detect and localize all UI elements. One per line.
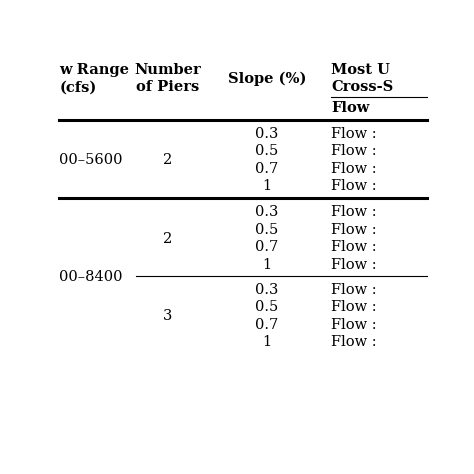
- Text: Flow :: Flow :: [331, 179, 377, 193]
- Text: Flow :: Flow :: [331, 240, 377, 255]
- Text: 0.5: 0.5: [255, 223, 278, 237]
- Text: 0.5: 0.5: [255, 144, 278, 158]
- Text: Flow :: Flow :: [331, 283, 377, 297]
- Text: Flow :: Flow :: [331, 335, 377, 349]
- Text: w Range: w Range: [59, 63, 129, 77]
- Text: 00–8400: 00–8400: [59, 270, 123, 284]
- Text: 0.3: 0.3: [255, 205, 279, 219]
- Text: Flow :: Flow :: [331, 318, 377, 331]
- Text: 0.7: 0.7: [255, 318, 278, 331]
- Text: 0.7: 0.7: [255, 240, 278, 255]
- Text: Flow :: Flow :: [331, 300, 377, 314]
- Text: 0.7: 0.7: [255, 162, 278, 176]
- Text: Cross-S: Cross-S: [331, 80, 393, 94]
- Text: of Piers: of Piers: [136, 80, 199, 94]
- Text: 2: 2: [163, 232, 172, 246]
- Text: Number: Number: [134, 63, 201, 77]
- Text: Slope (%): Slope (%): [228, 71, 306, 86]
- Text: Flow :: Flow :: [331, 205, 377, 219]
- Text: 2: 2: [163, 153, 172, 167]
- Text: Flow :: Flow :: [331, 162, 377, 176]
- Text: Flow :: Flow :: [331, 127, 377, 141]
- Text: 0.5: 0.5: [255, 300, 278, 314]
- Text: Flow :: Flow :: [331, 258, 377, 272]
- Text: 3: 3: [163, 309, 173, 323]
- Text: 1: 1: [262, 258, 272, 272]
- Text: Most U: Most U: [331, 63, 390, 77]
- Text: Flow :: Flow :: [331, 144, 377, 158]
- Text: 00–5600: 00–5600: [59, 153, 123, 167]
- Text: Flow :: Flow :: [331, 223, 377, 237]
- Text: Flow: Flow: [331, 101, 369, 115]
- Text: 1: 1: [262, 179, 272, 193]
- Text: 0.3: 0.3: [255, 127, 279, 141]
- Text: (cfs): (cfs): [59, 80, 97, 94]
- Text: 1: 1: [262, 335, 272, 349]
- Text: 0.3: 0.3: [255, 283, 279, 297]
